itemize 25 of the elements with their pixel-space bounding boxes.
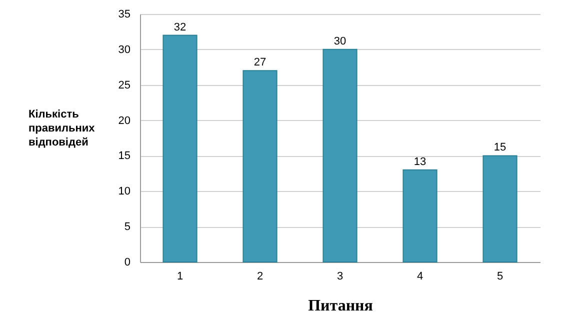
data-label: 32 [174, 21, 186, 34]
x-tick-label: 2 [256, 270, 264, 282]
y-tick-label: 0 [124, 256, 130, 268]
x-axis-title: Питання [308, 298, 374, 314]
data-label: 13 [414, 156, 426, 168]
y-tick-label: 25 [118, 79, 130, 92]
data-label: 15 [494, 142, 506, 154]
x-tick-label: 3 [336, 270, 344, 282]
x-tick-label: 5 [496, 270, 504, 282]
y-tick-label: 35 [118, 8, 130, 20]
bar [402, 169, 438, 262]
data-label: 27 [254, 56, 266, 69]
bar [482, 155, 518, 262]
bar [162, 34, 198, 262]
x-tick-label: 1 [176, 270, 184, 282]
y-axis-title: Кількість правильних відповідей [28, 108, 96, 148]
y-tick-label: 30 [118, 44, 130, 56]
x-tick-label: 4 [416, 270, 424, 282]
y-tick-label: 15 [118, 150, 130, 162]
bar [322, 48, 358, 262]
y-tick-label: 10 [118, 186, 130, 198]
data-label: 30 [334, 35, 346, 48]
bar [242, 70, 278, 262]
y-tick-label: 5 [124, 221, 130, 234]
y-tick-label: 20 [118, 114, 130, 127]
